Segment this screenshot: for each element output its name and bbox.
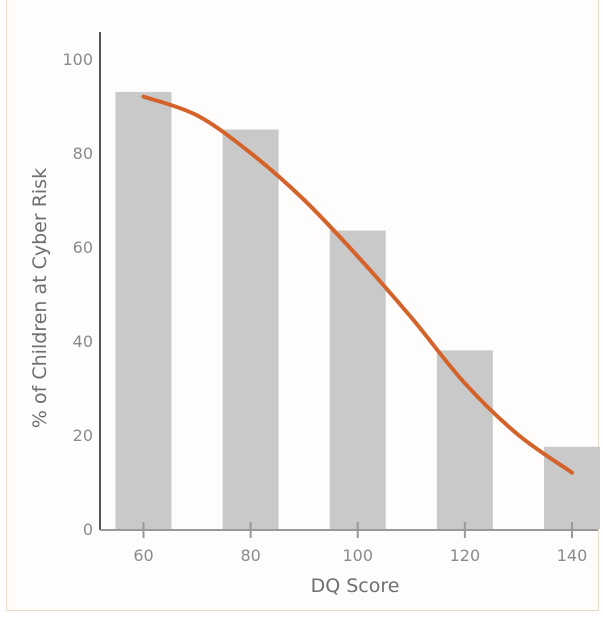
y-tick-label: 80 [73,144,93,163]
x-axis-ticks: 60 80 100 120 140 [133,522,587,565]
bar-100 [329,230,386,530]
x-tick-label: 140 [557,546,588,565]
bar-60 [115,91,172,530]
y-axis-title: % of Children at Cyber Risk [29,168,51,428]
x-tick-label: 100 [342,546,373,565]
x-tick-label: 80 [240,546,260,565]
y-tick-label: 60 [73,238,93,257]
y-tick-label: 40 [73,332,93,351]
chart-frame [6,0,599,611]
x-tick-label: 60 [133,546,153,565]
y-axis-ticks: 0 20 40 60 80 100 [62,50,93,539]
bar-series [115,91,600,530]
y-tick-label: 0 [83,520,93,539]
trend-line [141,94,574,475]
bar-120 [436,350,493,529]
bar-80 [222,129,279,529]
x-axis-title: DQ Score [311,575,400,597]
x-tick-label: 120 [450,546,481,565]
y-tick-label: 20 [73,426,93,445]
y-tick-label: 100 [62,50,93,69]
